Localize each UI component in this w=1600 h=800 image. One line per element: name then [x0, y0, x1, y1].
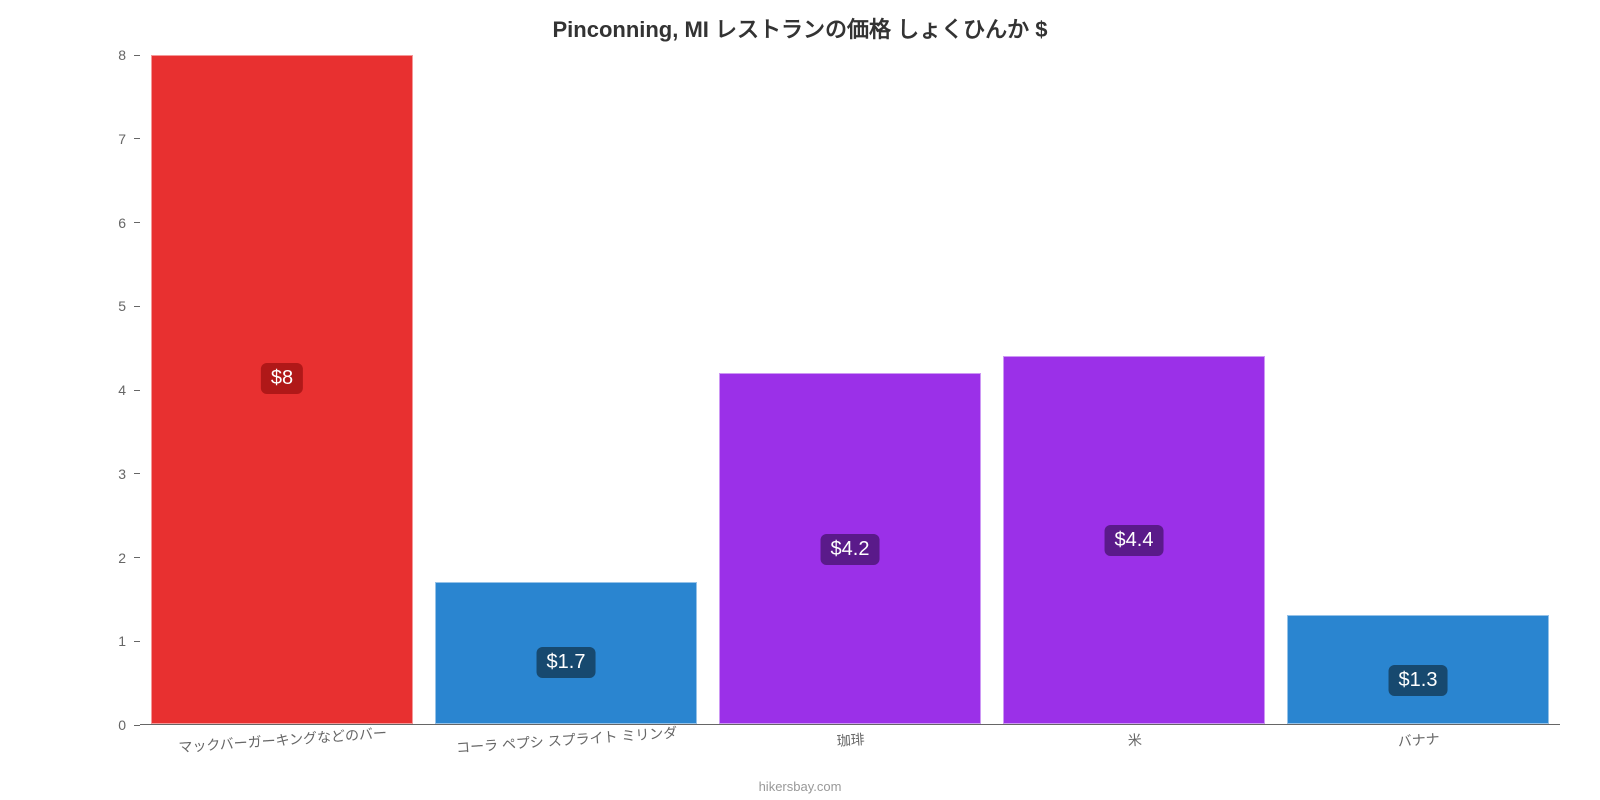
y-tick: 7 [118, 131, 140, 147]
y-tick-label: 5 [118, 298, 134, 314]
bar-value-label: $4.2 [821, 534, 880, 565]
bar: $4.2 [719, 373, 980, 724]
y-tick: 6 [118, 215, 140, 231]
y-tick: 2 [118, 550, 140, 566]
y-tick-label: 6 [118, 215, 134, 231]
plot-area: 012345678 $8$1.7$4.2$4.4$1.3 [90, 55, 1560, 725]
bar-value-label: $1.7 [537, 647, 596, 678]
bar-slot: $1.3 [1276, 55, 1560, 724]
y-tick: 8 [118, 47, 140, 63]
x-axis-label: 米 [992, 720, 1277, 760]
y-tick-label: 7 [118, 131, 134, 147]
x-axis-label: 珈琲 [708, 720, 993, 760]
y-tick-label: 8 [118, 47, 134, 63]
y-tick: 3 [118, 466, 140, 482]
x-axis-label: バナナ [1276, 720, 1561, 760]
bar: $4.4 [1003, 356, 1264, 724]
y-tick-label: 4 [118, 382, 134, 398]
y-tick-label: 3 [118, 466, 134, 482]
y-tick: 1 [118, 633, 140, 649]
grid-area: $8 $1.7 $4.2 $4.4 $1.3 [140, 55, 1560, 725]
y-axis: 012345678 [90, 55, 140, 725]
y-tick: 4 [118, 382, 140, 398]
bar-value-label: $1.3 [1389, 665, 1448, 696]
bar-chart: Pinconning, MI レストランの価格 しょくひんか $ 0 1 2 3 4 5 6… [0, 0, 1600, 800]
bar-value-label: $8 [261, 363, 303, 394]
y-tick: 5 [118, 298, 140, 314]
bar: $1.7 [435, 582, 696, 724]
x-axis-label: マックバーガーキングなどのバー [140, 720, 425, 760]
bar-slot: $1.7 [424, 55, 708, 724]
bar-slot: $4.4 [992, 55, 1276, 724]
bar: $8 [151, 55, 412, 724]
y-tick-label: 2 [118, 550, 134, 566]
bar-slot: $4.2 [708, 55, 992, 724]
x-axis-label: コーラ ペプシ スプライト ミリンダ [424, 720, 709, 760]
chart-title: Pinconning, MI レストランの価格 しょくひんか $ [0, 12, 1600, 44]
x-axis-labels: マックバーガーキングなどのバーコーラ ペプシ スプライト ミリンダ珈琲米バナナ [140, 730, 1560, 750]
bars-row: $8 $1.7 $4.2 $4.4 $1.3 [140, 55, 1560, 724]
bar-value-label: $4.4 [1105, 525, 1164, 556]
y-tick-label: 1 [118, 633, 134, 649]
bar-slot: $8 [140, 55, 424, 724]
y-tick: 0 [118, 717, 140, 733]
bar: $1.3 [1287, 615, 1548, 724]
y-tick-label: 0 [118, 717, 134, 733]
chart-credit: hikersbay.com [0, 779, 1600, 794]
